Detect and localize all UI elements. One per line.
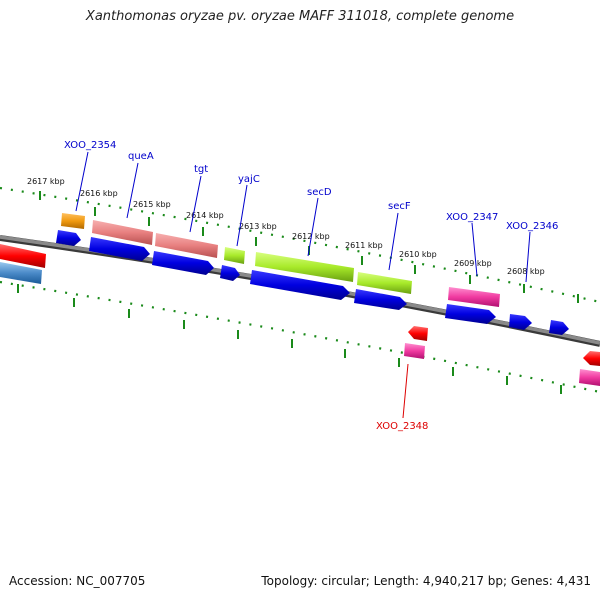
gene-label[interactable]: secF <box>388 201 411 212</box>
gene-feature[interactable] <box>92 220 153 245</box>
minus-strand-features <box>0 244 600 386</box>
gene-feature[interactable] <box>155 233 218 258</box>
cds-arrow[interactable] <box>56 230 81 246</box>
gene-label[interactable]: XOO_2354 <box>64 140 116 151</box>
cds-arrow[interactable] <box>89 237 150 261</box>
kbp-label: 2610 kbp <box>399 250 437 259</box>
page-title: Xanthomonas oryzae pv. oryzae MAFF 31101… <box>85 9 515 24</box>
kbp-label: 2612 kbp <box>292 232 330 241</box>
kbp-label: 2613 kbp <box>239 222 277 231</box>
gene-label[interactable]: XOO_2347 <box>446 212 498 223</box>
cds-arrow[interactable] <box>250 270 350 300</box>
cds-arrow[interactable] <box>220 265 240 281</box>
kbp-label: 2615 kbp <box>133 200 171 209</box>
cds-arrow[interactable] <box>445 304 496 324</box>
gene-feature[interactable] <box>0 244 46 268</box>
gene-label[interactable]: queA <box>128 151 154 162</box>
cds-arrow[interactable] <box>152 251 214 275</box>
cds-feature[interactable] <box>0 262 42 284</box>
kbp-label: 2616 kbp <box>80 189 118 198</box>
gene-label[interactable]: secD <box>307 187 332 198</box>
gene-feature[interactable] <box>583 351 600 366</box>
label-leaders <box>75 151 531 419</box>
gene-labels: XOO_2354 queA tgt yajC secD secF XOO_234… <box>64 140 558 432</box>
gene-feature[interactable] <box>255 252 354 282</box>
inner-tick-ring <box>0 280 600 394</box>
gene-feature[interactable] <box>224 247 245 264</box>
kbp-label: 2609 kbp <box>454 259 492 268</box>
cds-arrow[interactable] <box>354 289 407 310</box>
cds-features <box>56 230 569 335</box>
outer-major-ticks <box>39 191 579 303</box>
gene-feature[interactable] <box>61 213 85 229</box>
kbp-label: 2617 kbp <box>27 177 65 186</box>
cds-arrow[interactable] <box>549 320 569 335</box>
kbp-labels: 2617 kbp 2616 kbp 2615 kbp 2614 kbp 2613… <box>27 177 545 276</box>
gene-feature[interactable] <box>357 272 412 294</box>
gene-feature[interactable] <box>408 326 428 341</box>
cds-arrow[interactable] <box>509 314 532 330</box>
gene-label[interactable]: tgt <box>194 164 208 175</box>
kbp-label: 2611 kbp <box>345 241 383 250</box>
inner-major-ticks <box>17 284 562 394</box>
gene-label[interactable]: XOO_2348 <box>376 421 428 432</box>
plus-strand-features <box>61 213 500 307</box>
gene-feature[interactable] <box>579 369 600 386</box>
gene-label[interactable]: yajC <box>238 174 260 185</box>
kbp-label: 2614 kbp <box>186 211 224 220</box>
topology-label: Topology: circular; Length: 4,940,217 bp… <box>261 574 591 588</box>
gene-feature[interactable] <box>404 343 425 359</box>
accession-label: Accession: NC_007705 <box>9 574 146 588</box>
gene-label[interactable]: XOO_2346 <box>506 221 558 232</box>
gene-feature[interactable] <box>448 287 500 307</box>
kbp-label: 2608 kbp <box>507 267 545 276</box>
